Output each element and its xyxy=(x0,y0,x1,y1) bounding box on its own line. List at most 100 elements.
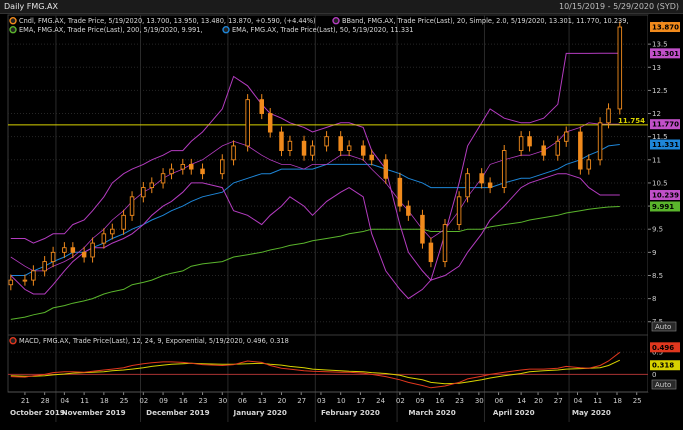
candle xyxy=(586,159,592,170)
price-tick-label: 12.5 xyxy=(652,87,668,95)
x-tick-label: 20 xyxy=(534,397,543,405)
x-tick-label: 11 xyxy=(80,397,89,405)
date-range: 10/15/2019 - 5/29/2020 (SYD) xyxy=(558,2,679,11)
value-tag-text-ema50: 11.331 xyxy=(652,141,679,149)
candle xyxy=(101,233,107,244)
candle xyxy=(245,99,250,147)
price-tick-label: 13 xyxy=(652,64,661,72)
legend-candle-icon xyxy=(9,17,17,25)
candle xyxy=(487,182,493,189)
candle xyxy=(555,140,561,156)
x-tick-label: 06 xyxy=(495,397,504,405)
candle xyxy=(518,136,524,152)
x-tick-label: 20 xyxy=(277,397,286,405)
value-tag-text-close: 13.870 xyxy=(652,24,679,32)
price-tick-label: 11.5 xyxy=(652,133,668,141)
price-tick-label: 13.5 xyxy=(652,41,668,49)
horizontal-level-label: 11.754 xyxy=(618,117,645,125)
x-tick-label: 17 xyxy=(356,397,365,405)
price-tick-label: 8 xyxy=(652,295,656,303)
candle xyxy=(397,177,403,207)
candle xyxy=(189,163,194,170)
candle xyxy=(578,131,583,170)
value-tag-text-ema200: 9.991 xyxy=(652,203,674,211)
macd-auto-button[interactable] xyxy=(651,379,677,390)
value-tag-text-bb-mid: 11.770 xyxy=(652,121,679,129)
candle xyxy=(50,251,56,263)
price-tick-label: 9.5 xyxy=(652,226,663,234)
legend-ema200: EMA, FMG.AX, Trade Price(Last), 200, 5/1… xyxy=(19,26,203,34)
x-tick-label: 27 xyxy=(297,397,306,405)
x-tick-label: 03 xyxy=(317,397,326,405)
x-tick-label: 06 xyxy=(238,397,247,405)
x-tick-label: 21 xyxy=(21,397,30,405)
price-auto-button-label: Auto xyxy=(655,323,671,331)
candle xyxy=(121,214,126,230)
x-tick-label: 09 xyxy=(159,397,168,405)
candle xyxy=(597,122,603,161)
candle xyxy=(42,261,47,272)
legend-candle: Cndl, FMG.AX, Trade Price, 5/19/2020, 13… xyxy=(19,17,316,25)
candle xyxy=(149,182,155,189)
window-title: Daily FMG.AX xyxy=(4,2,58,11)
candle xyxy=(70,247,76,253)
value-tag-macd xyxy=(650,342,680,353)
candle xyxy=(301,140,307,156)
candle xyxy=(324,136,329,147)
candle xyxy=(110,228,115,235)
x-tick-label: 23 xyxy=(455,397,464,405)
candle xyxy=(563,131,569,142)
x-tick-label: 18 xyxy=(100,397,109,405)
candle xyxy=(22,279,28,282)
candle xyxy=(90,242,95,258)
candle xyxy=(369,154,374,161)
x-tick-label: 27 xyxy=(554,397,563,405)
candle xyxy=(31,270,36,281)
candle xyxy=(360,145,366,156)
value-tag-signal xyxy=(650,360,680,371)
candle xyxy=(267,113,273,133)
ema200-line xyxy=(10,206,620,320)
macd-panel xyxy=(7,334,649,393)
x-tick-label: 10 xyxy=(337,397,346,405)
candle xyxy=(259,99,264,114)
price-tick-label: 12 xyxy=(652,110,661,118)
month-label: December 2019 xyxy=(146,408,210,417)
value-tag-bb-mid xyxy=(650,119,680,130)
x-tick-label: 25 xyxy=(633,397,642,405)
bband-upper-line xyxy=(10,52,620,282)
price-auto-button[interactable] xyxy=(651,321,677,332)
candle xyxy=(442,224,448,263)
month-label: January 2020 xyxy=(233,408,287,417)
candle xyxy=(383,159,389,179)
legend-macd: MACD, FMG.AX, Trade Price(Last), 12, 24,… xyxy=(19,337,289,345)
x-tick-label: 25 xyxy=(120,397,129,405)
x-tick-label: 02 xyxy=(396,397,405,405)
x-tick-label: 28 xyxy=(41,397,50,405)
price-tick-label: 11 xyxy=(652,156,661,164)
macd-line xyxy=(10,351,621,389)
candle xyxy=(606,108,611,124)
candle xyxy=(129,196,135,216)
x-tick-label: 13 xyxy=(258,397,267,405)
x-tick-label: 04 xyxy=(60,397,69,405)
legend-bband: BBand, FMG.AX, Trade Price(Last), 20, Si… xyxy=(342,17,629,25)
value-tag-bb-upper xyxy=(650,48,680,59)
candle xyxy=(428,242,434,263)
candle xyxy=(420,214,425,244)
x-tick-label: 14 xyxy=(517,397,526,405)
value-tag-close xyxy=(650,22,680,33)
candle xyxy=(141,187,146,198)
candle xyxy=(169,168,174,175)
macd-tick-label: 0.5 xyxy=(652,349,663,357)
candle xyxy=(200,168,205,175)
candle xyxy=(180,163,186,170)
value-tag-bb-lower xyxy=(650,190,680,201)
candle xyxy=(310,145,315,156)
value-tag-ema50 xyxy=(650,139,680,150)
candle xyxy=(456,196,462,226)
price-tick-label: 10.5 xyxy=(652,179,668,187)
candle xyxy=(479,173,484,184)
candle xyxy=(617,26,623,110)
